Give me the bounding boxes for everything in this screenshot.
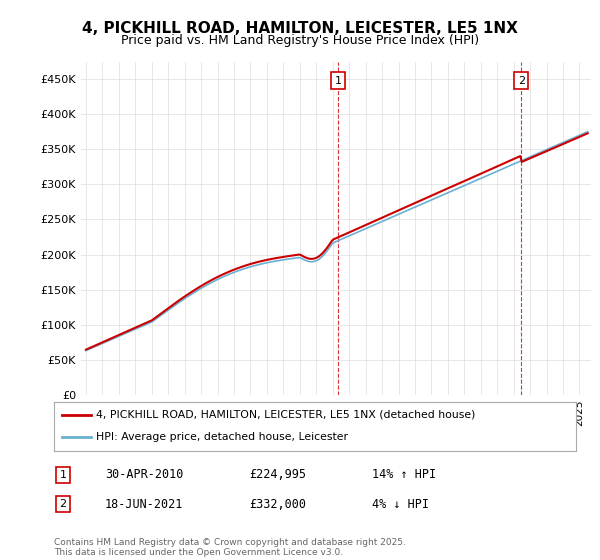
Text: Contains HM Land Registry data © Crown copyright and database right 2025.
This d: Contains HM Land Registry data © Crown c… bbox=[54, 538, 406, 557]
Text: 18-JUN-2021: 18-JUN-2021 bbox=[105, 497, 184, 511]
Text: 14% ↑ HPI: 14% ↑ HPI bbox=[372, 468, 436, 482]
Text: 1: 1 bbox=[59, 470, 67, 480]
Text: £332,000: £332,000 bbox=[249, 497, 306, 511]
Text: Price paid vs. HM Land Registry's House Price Index (HPI): Price paid vs. HM Land Registry's House … bbox=[121, 34, 479, 46]
Text: 30-APR-2010: 30-APR-2010 bbox=[105, 468, 184, 482]
Text: 4% ↓ HPI: 4% ↓ HPI bbox=[372, 497, 429, 511]
Text: 4, PICKHILL ROAD, HAMILTON, LEICESTER, LE5 1NX (detached house): 4, PICKHILL ROAD, HAMILTON, LEICESTER, L… bbox=[96, 410, 475, 420]
Text: 4, PICKHILL ROAD, HAMILTON, LEICESTER, LE5 1NX: 4, PICKHILL ROAD, HAMILTON, LEICESTER, L… bbox=[82, 21, 518, 36]
Text: 2: 2 bbox=[59, 499, 67, 509]
Text: 2: 2 bbox=[518, 76, 525, 86]
Text: HPI: Average price, detached house, Leicester: HPI: Average price, detached house, Leic… bbox=[96, 432, 348, 442]
Text: £224,995: £224,995 bbox=[249, 468, 306, 482]
Text: 1: 1 bbox=[335, 76, 341, 86]
